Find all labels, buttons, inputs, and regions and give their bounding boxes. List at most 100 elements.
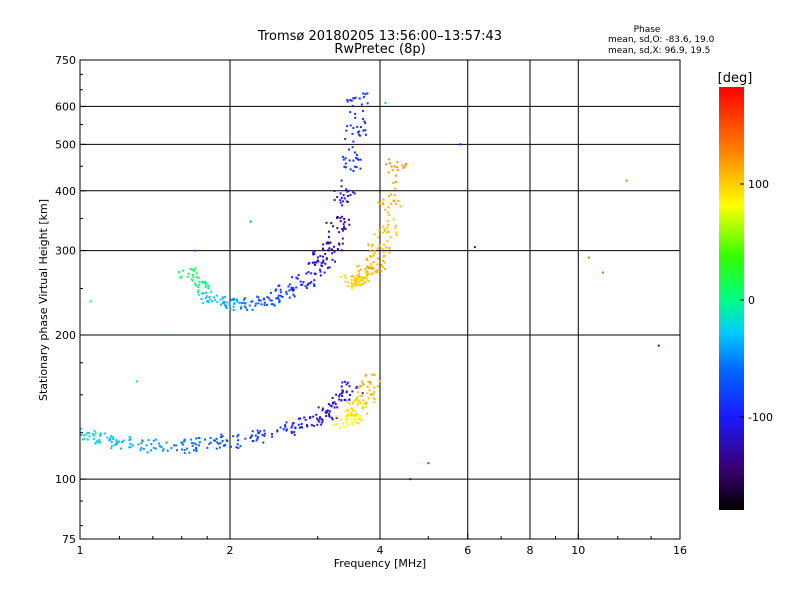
data-point (392, 181, 395, 184)
data-point (232, 435, 235, 438)
data-point (236, 443, 239, 446)
data-point (346, 285, 349, 288)
data-point (176, 449, 179, 452)
data-point (349, 411, 352, 414)
data-point (372, 254, 375, 257)
data-point (362, 92, 365, 95)
data-point (210, 290, 213, 293)
data-point (162, 448, 165, 451)
data-point (250, 300, 253, 303)
colorbar-tick-label: 0 (748, 294, 755, 307)
data-point (347, 189, 350, 192)
data-point (354, 280, 357, 283)
data-point (179, 276, 182, 279)
data-point (240, 305, 243, 308)
data-point (284, 425, 287, 428)
data-point (347, 218, 350, 221)
data-point (197, 286, 200, 289)
data-point (170, 447, 173, 450)
data-point (370, 267, 373, 270)
data-point (333, 406, 336, 409)
data-point (367, 397, 370, 400)
data-point (94, 432, 97, 435)
data-point (368, 389, 371, 392)
data-point (346, 200, 349, 203)
data-point (198, 293, 201, 296)
data-point (330, 416, 333, 419)
data-point (183, 452, 186, 455)
data-point (359, 279, 362, 282)
data-point (342, 194, 345, 197)
data-point (137, 443, 140, 446)
data-point (366, 392, 369, 395)
data-point (140, 442, 143, 445)
data-point (342, 425, 345, 428)
data-point (346, 98, 349, 101)
data-point (385, 246, 388, 249)
data-point (390, 193, 393, 196)
data-point (205, 291, 208, 294)
data-point (308, 417, 311, 420)
data-point (257, 299, 260, 302)
data-point (183, 440, 186, 443)
y-tick-label: 600 (55, 100, 76, 113)
data-point (345, 420, 348, 423)
data-point (371, 243, 374, 246)
data-point (314, 272, 317, 275)
data-point (277, 294, 280, 297)
data-point (354, 278, 357, 281)
data-point (344, 137, 347, 140)
data-point (344, 157, 347, 160)
data-point (189, 267, 192, 270)
data-point (198, 283, 201, 286)
data-point (366, 274, 369, 277)
data-point (349, 168, 352, 171)
data-point (386, 226, 389, 229)
data-point (244, 297, 247, 300)
data-point (188, 451, 191, 454)
data-point (207, 284, 210, 287)
data-point (325, 411, 328, 414)
data-point (221, 296, 224, 299)
data-point (91, 433, 94, 436)
data-point (338, 398, 341, 401)
data-point (350, 414, 353, 417)
data-point (219, 298, 222, 301)
data-point (390, 202, 393, 205)
data-point (122, 439, 125, 442)
data-point (361, 276, 364, 279)
data-point (225, 306, 228, 309)
data-point (386, 211, 389, 214)
data-point (382, 255, 385, 258)
data-point (121, 441, 124, 444)
data-point (364, 276, 367, 279)
data-point (356, 125, 359, 128)
data-point (358, 97, 361, 100)
data-point (351, 146, 354, 149)
data-point (333, 198, 336, 201)
data-point (128, 446, 131, 449)
data-point (202, 292, 205, 295)
data-point (274, 289, 277, 292)
data-point (390, 165, 393, 168)
data-point (249, 436, 252, 439)
data-point (364, 406, 367, 409)
data-point (249, 220, 252, 223)
data-point (310, 280, 313, 283)
data-point (394, 187, 397, 190)
data-point (346, 413, 349, 416)
data-point (285, 429, 288, 432)
data-point (204, 284, 207, 287)
data-point (350, 418, 353, 421)
data-point (278, 284, 281, 287)
data-point (334, 415, 337, 418)
data-point (343, 227, 346, 230)
data-point (282, 428, 285, 431)
data-point (278, 301, 281, 304)
data-point (228, 302, 231, 305)
data-point (388, 158, 391, 161)
data-point (369, 394, 372, 397)
data-point (372, 261, 375, 264)
data-point (180, 448, 183, 451)
data-point (393, 194, 396, 197)
